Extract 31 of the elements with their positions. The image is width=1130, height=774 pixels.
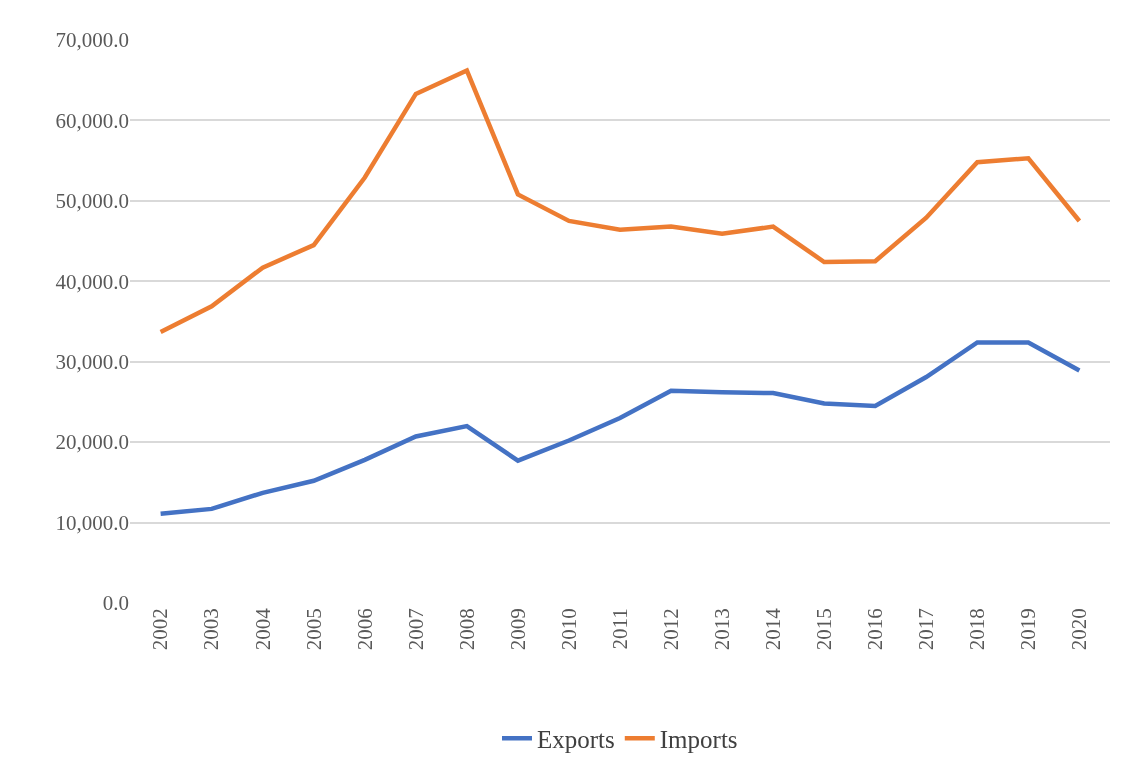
x-tick-label: 2013: [709, 608, 734, 651]
x-tick-label: 2007: [403, 608, 428, 651]
x-tick-label: 2012: [658, 608, 683, 651]
y-tick-label: 70,000.0: [55, 28, 129, 53]
x-tick-label: 2008: [454, 608, 479, 651]
x-tick-label: 2016: [863, 608, 888, 651]
x-tick-label: 2006: [352, 608, 377, 651]
x-tick-label: 2017: [914, 608, 939, 651]
line-series: [158, 68, 1082, 335]
y-tick-label: 10,000.0: [55, 510, 129, 535]
x-tick-label: 2009: [505, 608, 530, 651]
y-tick-label: 0.0: [102, 591, 129, 616]
x-tick-label: 2015: [811, 608, 836, 651]
line-series: [158, 340, 1082, 516]
x-tick-label: 2011: [607, 608, 632, 650]
x-tick-label: 2019: [1016, 608, 1041, 651]
x-tick-label: 2003: [199, 608, 224, 651]
legend-label: Exports: [537, 726, 615, 754]
x-tick-label: 2005: [301, 608, 326, 651]
x-tick-label: 2018: [965, 608, 990, 651]
x-tick-label: 2002: [148, 608, 173, 651]
y-tick-label: 20,000.0: [55, 430, 129, 455]
x-tick-label: 2020: [1067, 608, 1092, 651]
legend-label: Imports: [659, 726, 738, 754]
x-tick-label: 2004: [250, 607, 275, 651]
y-tick-label: 40,000.0: [55, 269, 129, 294]
y-tick-label: 30,000.0: [55, 350, 129, 375]
y-tick-label: 50,000.0: [55, 189, 129, 214]
x-tick-label: 2010: [556, 608, 581, 651]
x-tick-label: 2014: [760, 607, 785, 651]
y-tick-label: 60,000.0: [55, 108, 129, 133]
